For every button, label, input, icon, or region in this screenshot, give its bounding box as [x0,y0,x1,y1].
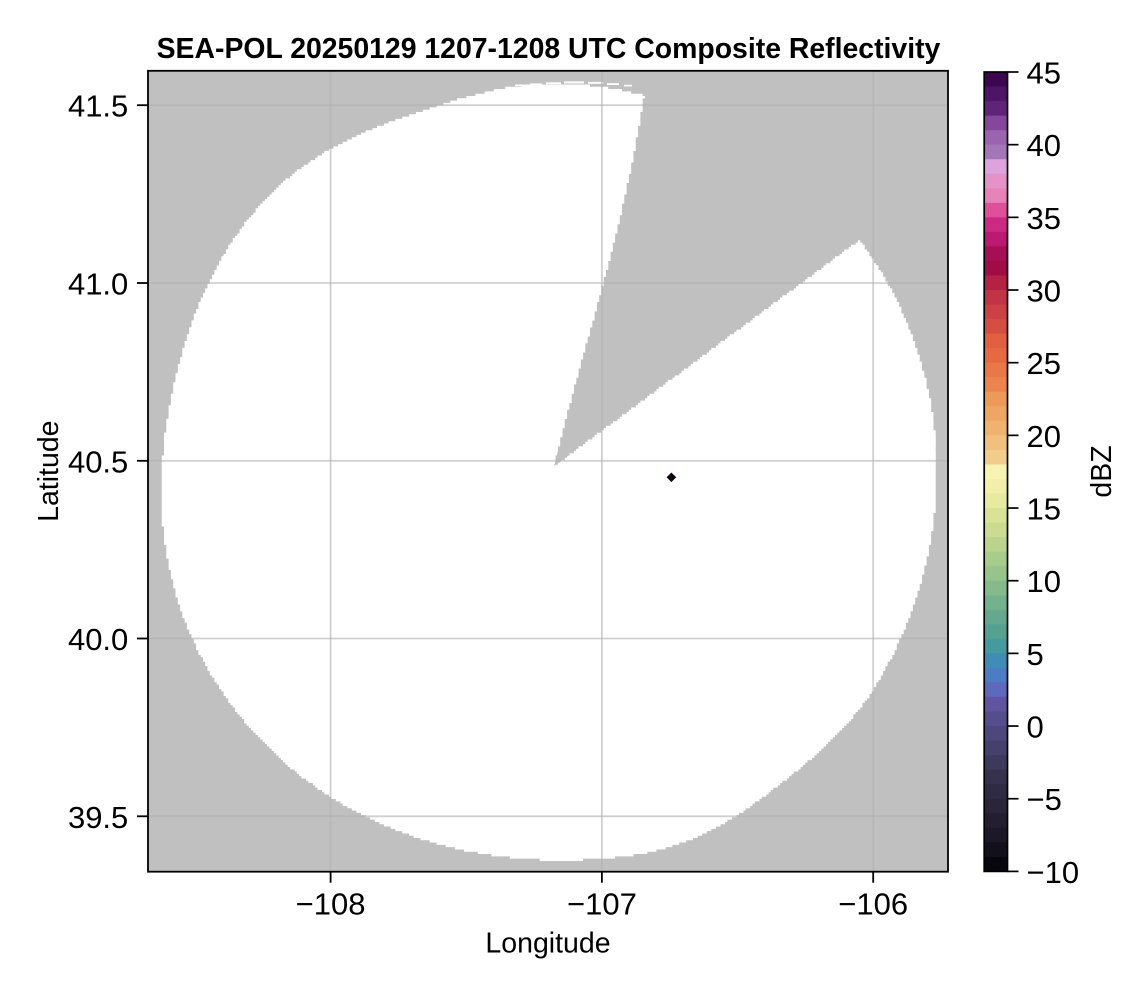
svg-text:−5: −5 [1027,782,1062,817]
svg-text:40.0: 40.0 [68,622,128,657]
svg-text:35: 35 [1027,201,1061,236]
svg-text:20: 20 [1027,419,1061,454]
svg-text:40.5: 40.5 [68,444,128,479]
svg-text:−108: −108 [296,887,366,922]
svg-text:0: 0 [1027,710,1044,745]
svg-text:SEA-POL 20250129 1207-1208 UTC: SEA-POL 20250129 1207-1208 UTC Composite… [157,33,941,65]
svg-text:30: 30 [1027,274,1061,309]
svg-text:5: 5 [1027,637,1044,672]
svg-text:25: 25 [1027,346,1061,381]
svg-text:15: 15 [1027,492,1061,527]
svg-text:41.5: 41.5 [68,89,128,124]
svg-text:−106: −106 [838,887,908,922]
svg-text:dBZ: dBZ [1086,445,1118,497]
svg-text:39.5: 39.5 [68,800,128,835]
svg-text:−107: −107 [567,887,637,922]
svg-text:10: 10 [1027,564,1061,599]
svg-text:45: 45 [1027,56,1061,91]
svg-text:Latitude: Latitude [33,420,65,521]
svg-text:41.0: 41.0 [68,267,128,302]
svg-text:−10: −10 [1027,855,1080,890]
svg-text:40: 40 [1027,128,1061,163]
svg-text:Longitude: Longitude [485,928,610,960]
